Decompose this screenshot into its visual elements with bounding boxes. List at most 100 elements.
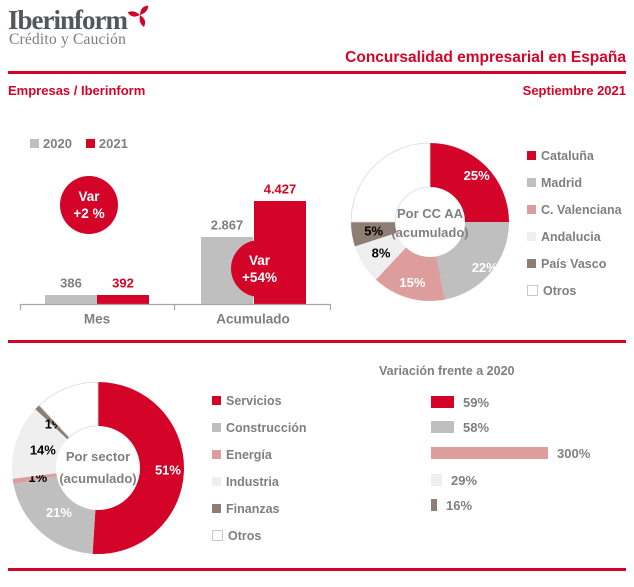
logo-star-icon: [127, 5, 149, 27]
legend-label: Energía: [226, 447, 272, 462]
donut-segment-Cataluña: [430, 143, 509, 222]
legend-item-Servicios: Servicios: [212, 387, 307, 414]
legend-label: Cataluña: [541, 148, 594, 163]
donut-segment-pct-label: 51%: [155, 463, 181, 478]
bar-Mes-2020: [45, 295, 97, 304]
legend-label: Construcción: [226, 420, 307, 435]
donut-segment-Otros: [350, 142, 431, 223]
donut-segment-C. Valenciana: [375, 247, 445, 301]
variation-bar-chart: 59% 58% 300% 29% 16%: [431, 392, 631, 522]
variation-row-Servicios: 59%: [431, 394, 490, 410]
variation-bar-Energía: [431, 447, 548, 459]
legend-item-2021: 2021: [85, 136, 128, 151]
legend-item-Andalucia: Andalucia: [527, 223, 622, 250]
divider-bottom: [8, 568, 626, 571]
donut-ccaa-center-line1: Por CC AA: [397, 206, 463, 221]
var-badge-mes-line1: Var: [78, 189, 100, 204]
legend-swatch: [527, 151, 536, 160]
variation-bar-Servicios: [431, 396, 454, 408]
donut-segment-Madrid: [436, 222, 509, 300]
variation-bar-Construcción: [431, 421, 454, 433]
legend-item-Energía: Energía: [212, 441, 307, 468]
bar-value-label: 2.867: [211, 218, 244, 233]
legend-swatch: [212, 504, 221, 513]
legend-item-Industria: Industria: [212, 468, 307, 495]
legend-item-2020: 2020: [30, 136, 72, 151]
legend-swatch: [85, 139, 95, 148]
variation-bar-Finanzas: [431, 499, 437, 511]
legend-swatch: [212, 530, 223, 541]
donut-chart-ccaa: 25% 22% 15% 8% 5%: [350, 142, 509, 301]
donut-segment-pct-label: 14%: [30, 443, 56, 458]
bar-value-label: 386: [60, 276, 82, 291]
legend-swatch: [527, 259, 536, 268]
variation-bar-label: 29%: [451, 472, 478, 488]
donut-sector-center-label: Por sector (acumulado): [43, 446, 153, 490]
legend-item-C. Valenciana: C. Valenciana: [527, 196, 622, 223]
logo-subtitle: Crédito y Caución: [9, 31, 127, 48]
donut-segment-Finanzas: [35, 405, 70, 440]
legend-item-País Vasco: País Vasco: [527, 250, 622, 277]
donut-segment-pct-label: 8%: [372, 246, 391, 261]
divider-middle: [8, 340, 626, 343]
legend-label: Otros: [543, 283, 577, 298]
var-badge-acumulado-line2: +54%: [242, 269, 277, 285]
legend-label: Finanzas: [226, 501, 280, 516]
breadcrumb: Empresas / Iberinform: [8, 83, 146, 98]
donut-segment-País Vasco: [351, 222, 397, 247]
legend-item-Otros: Otros: [212, 522, 307, 549]
donut-segment-pct-label: 21%: [46, 505, 72, 520]
donut-segment-pct-label: 22%: [472, 260, 498, 275]
sector-legend: Servicios Construcción Energía Industria Fin…: [212, 387, 307, 549]
donut-ccaa-center-label: Por CC AA (acumulado): [375, 204, 485, 242]
donut-segment-pct-label: 25%: [464, 168, 490, 183]
legend-label: 2021: [98, 136, 128, 151]
legend-swatch: [30, 139, 39, 148]
legend-label: 2020: [43, 136, 72, 151]
page-title: Concursalidad empresarial en España: [345, 49, 626, 66]
donut-segment-Andalucia: [354, 232, 407, 280]
donut-sector-center-line1: Por sector: [65, 449, 131, 464]
legend-swatch: [212, 477, 221, 486]
monthly-bar-chart: 386 2.867 392 4.427 Mes Acumulado: [19, 182, 332, 327]
legend-label: Industria: [226, 474, 279, 489]
legend-label: Madrid: [541, 175, 582, 190]
donut-chart-sector: 51%21%1%14%1%: [12, 381, 185, 554]
logo-wordmark: Iberinform: [8, 5, 128, 35]
donut-segment-Construcción: [13, 475, 96, 554]
divider-top: [8, 71, 626, 74]
legend-label: Andalucia: [541, 229, 601, 244]
bar-value-label: 4.427: [264, 182, 297, 197]
legend-swatch: [527, 205, 536, 214]
ccaa-legend: Cataluña Madrid C. Valenciana Andalucia País…: [527, 142, 622, 304]
variation-bar-label: 300%: [557, 445, 591, 461]
legend-item-Otros: Otros: [527, 277, 622, 304]
variation-row-Finanzas: 16%: [431, 497, 473, 513]
report-date: Septiembre 2021: [522, 83, 626, 98]
category-label: Acumulado: [216, 312, 290, 327]
variation-bar-label: 59%: [463, 394, 490, 410]
bar-Mes-2021: [97, 295, 149, 304]
donut-segment-Industria: [12, 409, 68, 479]
category-label: Mes: [84, 312, 110, 327]
bar-value-label: 392: [112, 276, 134, 291]
donut-ccaa-center-line2: (acumulado): [391, 225, 469, 240]
variation-bar-label: 16%: [446, 497, 473, 513]
legend-item-Cataluña: Cataluña: [527, 142, 622, 169]
legend-swatch: [212, 450, 221, 459]
donut-segment-Energía: [12, 473, 57, 485]
variation-row-Energía: 300%: [431, 445, 591, 461]
donut-segment-Otros: [38, 381, 99, 438]
legend-label: C. Valenciana: [541, 202, 622, 217]
legend-item-Madrid: Madrid: [527, 169, 622, 196]
donut-segment-Servicios: [92, 382, 185, 554]
legend-item-Finanzas: Finanzas: [212, 495, 307, 522]
bar-chart-legend: 2020 2021: [30, 136, 128, 151]
legend-swatch: [212, 396, 221, 405]
variation-bar-label: 58%: [463, 419, 490, 435]
var-badge-acumulado-line1: Var: [248, 252, 271, 268]
variation-bar-Industria: [431, 474, 442, 486]
legend-label: País Vasco: [541, 256, 607, 271]
legend-label: Otros: [228, 528, 262, 543]
